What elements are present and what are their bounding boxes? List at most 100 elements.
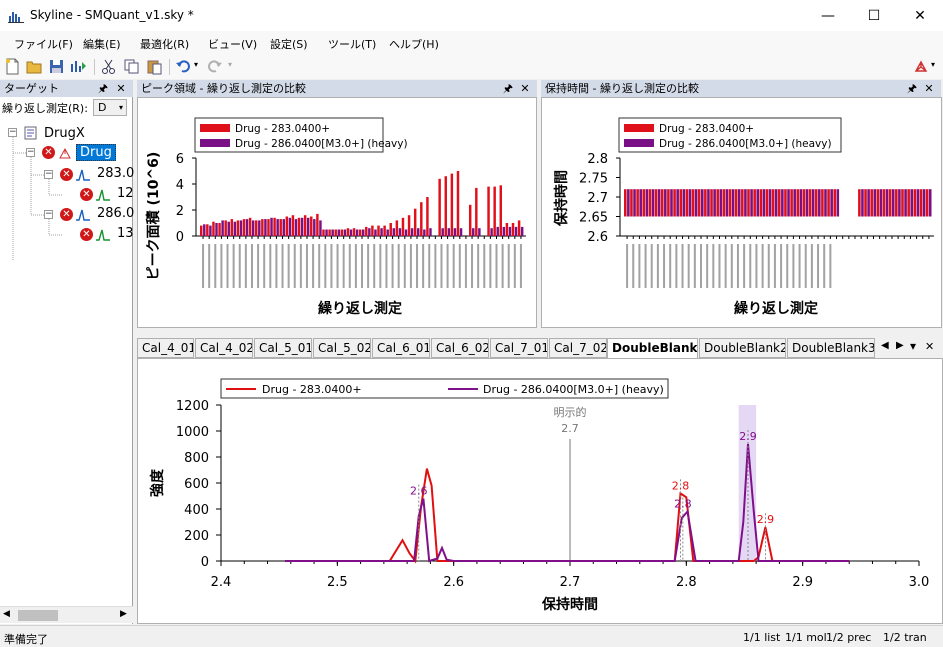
pin-icon[interactable]: 🖈 [97,82,109,95]
pin-icon[interactable]: 🖈 [906,82,918,95]
tab-cal-5-02[interactable]: Cal_5_02 [313,338,371,358]
copy-icon[interactable] [123,58,140,75]
x-tick-label-placeholder [446,244,449,288]
undo-dropdown-icon[interactable]: ▾ [194,60,199,69]
toolbar-separator [94,59,95,75]
x-tick-label-placeholder [318,244,321,288]
bar [468,204,472,236]
scroll-left-icon[interactable]: ◀ [3,609,10,619]
new-document-icon[interactable] [4,58,21,75]
tree-transition-2-label[interactable]: 13 [117,226,134,241]
tab-cal-6-02[interactable]: Cal_6_02 [431,338,489,358]
bar [395,220,399,236]
maximize-button[interactable]: ☐ [867,7,881,24]
x-tick-label-placeholder [416,244,419,288]
target-tree: − DrugX − ✕ Drug − ✕ 283.0 ✕ 12 − ✕ 286.… [0,120,135,600]
molecule-dropdown-icon[interactable]: ▾ [931,60,936,69]
bar [316,213,319,236]
menu-settings[interactable]: 設定(S) [270,38,308,51]
tab-cal-4-02[interactable]: Cal_4_02 [195,338,253,358]
menu-file[interactable]: ファイル(F) [14,38,73,51]
error-icon: ✕ [60,168,73,181]
minimize-button[interactable]: — [821,7,835,24]
close-button[interactable]: ✕ [914,7,926,24]
pin-icon[interactable]: 🖈 [502,82,514,95]
legend-swatch-light [200,124,230,132]
open-folder-icon[interactable] [26,58,43,75]
tree-molecule-label[interactable]: Drug [76,144,116,161]
rt-bar [891,189,895,217]
menu-view[interactable]: ビュー(V) [208,38,258,51]
menu-help[interactable]: ヘルプ(H) [389,38,439,51]
expander-molecule[interactable]: − [26,147,35,157]
rt-bar [925,189,929,217]
x-tick-label-placeholder [761,244,764,288]
tab-next-icon[interactable]: ▶ [896,340,904,351]
bar [236,220,240,236]
y-tick-label: 2.65 [579,211,608,226]
x-tick-label-placeholder [458,244,461,288]
rt-bar [636,189,639,217]
replicate-label: 繰り返し測定(R): [2,102,88,115]
tab-cal-4-01[interactable]: Cal_4_01 [137,338,194,358]
molecule-icon[interactable] [913,58,930,75]
tab-doubleblank1[interactable]: DoubleBlank1 [607,338,698,359]
undo-icon[interactable] [175,58,192,75]
redo-dropdown-icon[interactable]: ▾ [228,60,233,69]
x-tick-label-placeholder [220,244,223,288]
save-icon[interactable] [48,58,65,75]
tab-close-icon[interactable]: ✕ [925,340,935,353]
tree-precursor-1-label[interactable]: 283.0 [97,166,135,181]
bar [377,225,380,236]
tree-transition-1-label[interactable]: 12 [117,186,134,201]
rt-bar [904,189,907,217]
rt-bar [793,189,796,217]
cut-icon[interactable] [100,58,117,75]
menu-refine[interactable]: 最適化(R) [140,38,190,51]
y-tick-label: 2 [176,204,184,219]
expander-precursor-2[interactable]: − [44,209,53,219]
toolbar-separator [169,59,170,75]
scrollbar-thumb[interactable] [18,610,58,621]
legend-label-light: Drug - 283.0400+ [659,123,754,135]
bar [410,228,414,236]
tab-cal-6-01[interactable]: Cal_6_01 [372,338,430,358]
bar [258,220,261,236]
scroll-right-icon[interactable]: ▶ [120,609,127,619]
x-tick-label-placeholder [798,244,801,288]
tab-cal-7-01[interactable]: Cal_7_01 [490,338,548,358]
tab-doubleblank3[interactable]: DoubleBlank3 [787,338,875,358]
x-tick-label-placeholder [379,244,382,288]
expander-docx[interactable]: − [8,127,17,137]
panel-close-icon[interactable]: ✕ [116,82,126,95]
pane-close-icon[interactable]: ✕ [924,82,934,95]
x-tick-label-placeholder [773,244,776,288]
x-tick-label-placeholder [330,244,333,288]
x-tick-label-placeholder [434,244,437,288]
bar [493,186,496,236]
pane-close-icon[interactable]: ✕ [520,82,530,95]
tab-prev-icon[interactable]: ◀ [881,340,889,351]
x-tick-label-placeholder [656,244,659,288]
tree-precursor-2-label[interactable]: 286.0 [97,206,135,221]
expander-precursor-1[interactable]: − [44,169,53,179]
rt-bar [722,189,726,217]
status-list-count: 1/1 list [743,631,781,644]
menu-edit[interactable]: 編集(E) [83,38,121,51]
tab-cal-7-02[interactable]: Cal_7_02 [549,338,607,358]
bar [508,226,512,236]
replicate-select[interactable]: D ▾ [93,99,127,116]
tab-list-icon[interactable]: ▾ [910,339,917,353]
bar [340,229,344,236]
horizontal-scrollbar[interactable]: ◀ ▶ [0,606,133,623]
tree-root-label[interactable]: DrugX [44,126,85,141]
tab-cal-5-01[interactable]: Cal_5_01 [254,338,312,358]
paste-icon[interactable] [146,58,163,75]
redo-icon[interactable] [206,58,223,75]
tab-doubleblank2[interactable]: DoubleBlank2 [699,338,786,358]
x-tick-label-placeholder [208,244,211,288]
x-tick-label-placeholder [477,244,480,288]
bar [300,217,304,236]
menu-tools[interactable]: ツール(T) [328,38,377,51]
publish-icon[interactable] [70,58,87,75]
